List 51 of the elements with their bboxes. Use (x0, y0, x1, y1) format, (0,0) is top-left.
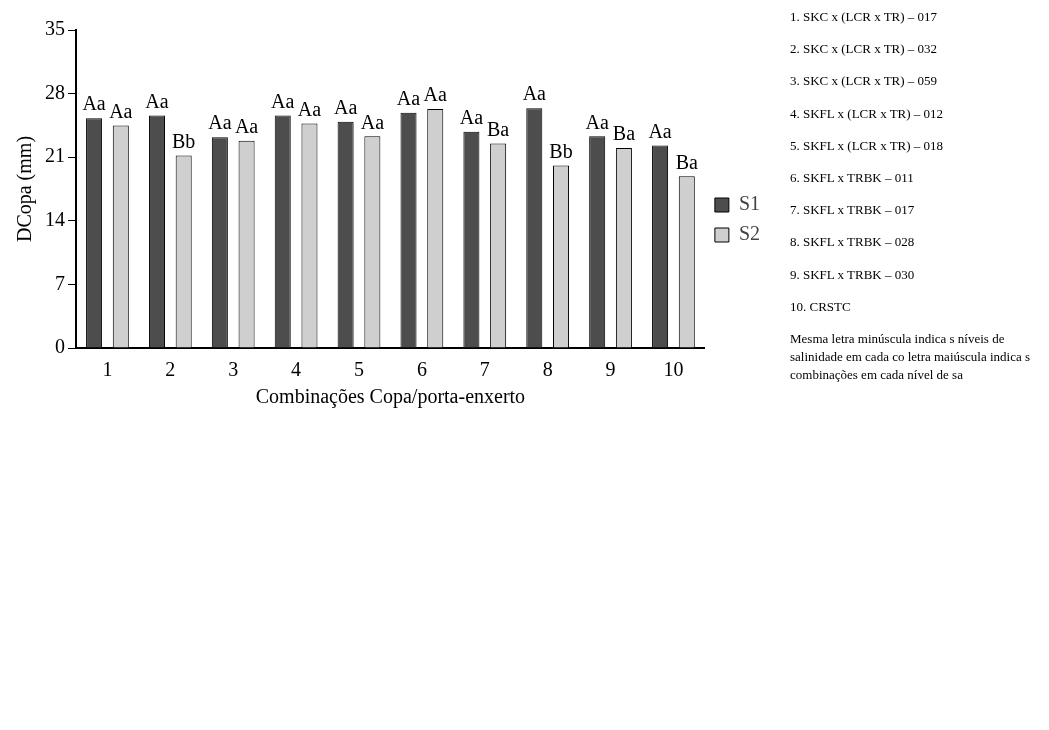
data-label: Ba (675, 150, 699, 173)
data-label: Bb (549, 139, 573, 162)
data-label: Aa (360, 110, 385, 133)
x-tick-label: 9 (605, 358, 616, 381)
y-axis-title: DCopa (mm) (13, 135, 37, 243)
x-tick-label: 10 (663, 358, 684, 381)
legend-label: S2 (738, 222, 760, 245)
text: 4. SKFL x (LCR x TR) – 012 (790, 104, 945, 123)
data-label: Aa (297, 97, 322, 120)
data-label: Aa (459, 106, 484, 129)
data-label: Aa (396, 86, 421, 109)
data-label: Aa (333, 96, 358, 119)
x-tick-label: 7 (479, 358, 490, 381)
y-tick-label: 0 (55, 335, 65, 358)
x-tick-label: 8 (542, 358, 553, 381)
x-tick-label: 1 (102, 358, 113, 381)
text: Mesma letra minúscula indica s níveis de salinidade em cada co letra maiúscula indica s combinações em cada nível de sa (790, 329, 1032, 385)
y-tick-label: 28 (45, 80, 65, 103)
data-label: Aa (648, 119, 672, 142)
data-label: Aa (82, 92, 106, 115)
x-tick-label: 3 (228, 358, 239, 381)
text: 10. CRSTC (790, 297, 852, 316)
data-label: Aa (522, 82, 547, 105)
data-label: Aa (208, 111, 232, 134)
data-label: Aa (423, 83, 448, 106)
y-tick-label: 7 (55, 271, 65, 294)
text: 8. SKFL x TRBK – 028 (790, 233, 916, 252)
y-tick-label: 35 (45, 17, 65, 40)
data-label: Ba (612, 122, 636, 145)
x-tick-label: 5 (353, 358, 364, 381)
data-label: Aa (109, 99, 133, 122)
text: 5. SKFL x (LCR x TR) – 018 (790, 136, 945, 155)
x-tick-label: 6 (416, 358, 427, 381)
x-axis-title: Combinações Copa/porta-enxerto (255, 385, 526, 409)
legend-label: S1 (738, 192, 760, 215)
text: 2. SKC x (LCR x TR) – 032 (790, 40, 939, 59)
text: 6. SKFL x TRBK – 011 (790, 168, 915, 187)
text: 1. SKC x (LCR x TR) – 017 (790, 8, 939, 26)
text: 3. SKC x (LCR x TR) – 059 (790, 72, 939, 91)
x-tick-label: 2 (165, 358, 176, 381)
data-label: Aa (145, 89, 169, 112)
data-label: Aa (271, 89, 295, 112)
data-label: Aa (585, 110, 609, 133)
data-label: Aa (234, 115, 259, 138)
text: 7. SKFL x TRBK – 017 (790, 201, 916, 220)
y-tick-label: 21 (45, 144, 65, 167)
y-tick-label: 14 (45, 208, 65, 231)
text: 9. SKFL x TRBK – 030 (790, 265, 916, 284)
x-tick-label: 4 (291, 358, 302, 381)
data-label: Ba (487, 117, 510, 140)
data-label: Bb (172, 129, 196, 152)
